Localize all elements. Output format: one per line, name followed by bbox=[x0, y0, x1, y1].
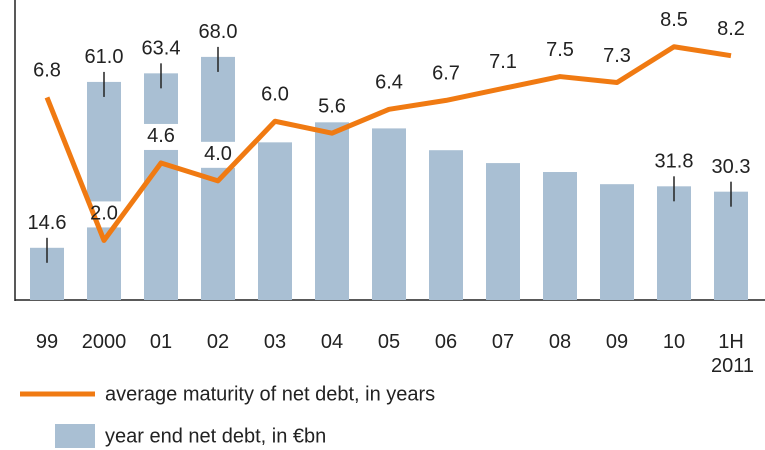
x-tick-label: 1H 2011 bbox=[711, 331, 755, 377]
label-background bbox=[597, 43, 637, 70]
line-value-label: 5.6 bbox=[318, 95, 346, 117]
label-background bbox=[27, 58, 67, 85]
line-value-label: 8.2 bbox=[717, 18, 745, 40]
bar bbox=[600, 184, 634, 300]
line-value-label: 7.5 bbox=[546, 39, 574, 61]
bar bbox=[714, 191, 748, 300]
bar bbox=[486, 163, 520, 300]
line-value-label: 8.5 bbox=[660, 9, 688, 31]
x-tick-label: 09 bbox=[605, 331, 629, 353]
legend-label: average maturity of net debt, in years bbox=[105, 383, 435, 405]
x-tick-label: 03 bbox=[263, 331, 287, 353]
line-value-label: 4.0 bbox=[204, 143, 232, 165]
legend-label: year end net debt, in €bn bbox=[105, 425, 326, 447]
x-tick-label: 99 bbox=[35, 331, 59, 353]
bar-value-label: 68.0 bbox=[199, 21, 238, 43]
x-tick-label: 08 bbox=[548, 331, 572, 353]
line bbox=[44, 44, 732, 243]
bar-value-label: 61.0 bbox=[85, 46, 124, 68]
bar bbox=[372, 128, 406, 300]
bar bbox=[144, 73, 178, 300]
label-background bbox=[255, 82, 295, 109]
label-background bbox=[312, 94, 352, 121]
label-background bbox=[654, 7, 694, 34]
label-background bbox=[426, 61, 466, 88]
bar-value-label: 31.8 bbox=[655, 151, 694, 173]
bar-value-label: 63.4 bbox=[142, 38, 181, 60]
x-tick-label: 07 bbox=[491, 331, 515, 353]
bar bbox=[87, 81, 121, 300]
x-tick-label: 2000 bbox=[81, 331, 127, 353]
x-tick-label: 10 bbox=[662, 331, 686, 353]
label-background bbox=[711, 16, 751, 43]
line-value-label: 6.7 bbox=[432, 63, 460, 85]
line-value-label: 7.3 bbox=[603, 45, 631, 67]
label-background bbox=[141, 123, 181, 150]
bar-value-label: 30.3 bbox=[712, 156, 751, 178]
bar bbox=[429, 150, 463, 300]
bar bbox=[543, 172, 577, 300]
line-value-label: 6.4 bbox=[375, 72, 403, 94]
line-value-label: 6.8 bbox=[33, 60, 61, 82]
x-tick-label: 05 bbox=[377, 331, 401, 353]
label-background bbox=[369, 70, 409, 97]
line-value-label: 2.0 bbox=[90, 203, 118, 225]
x-tick-label: 01 bbox=[149, 331, 173, 353]
bar-value-label: 14.6 bbox=[28, 212, 67, 234]
x-tick-label: 02 bbox=[206, 331, 230, 353]
bar bbox=[258, 142, 292, 300]
bar bbox=[657, 186, 691, 300]
x-tick-label: 06 bbox=[434, 331, 458, 353]
line-value-label: 4.6 bbox=[147, 125, 175, 147]
line-value-label: 7.1 bbox=[489, 51, 517, 73]
line-value-label: 6.0 bbox=[261, 84, 289, 106]
bar bbox=[315, 122, 349, 300]
label-background bbox=[483, 49, 523, 76]
x-tick-label: 04 bbox=[320, 331, 344, 353]
legend-swatch bbox=[55, 424, 95, 448]
label-background bbox=[540, 37, 580, 64]
